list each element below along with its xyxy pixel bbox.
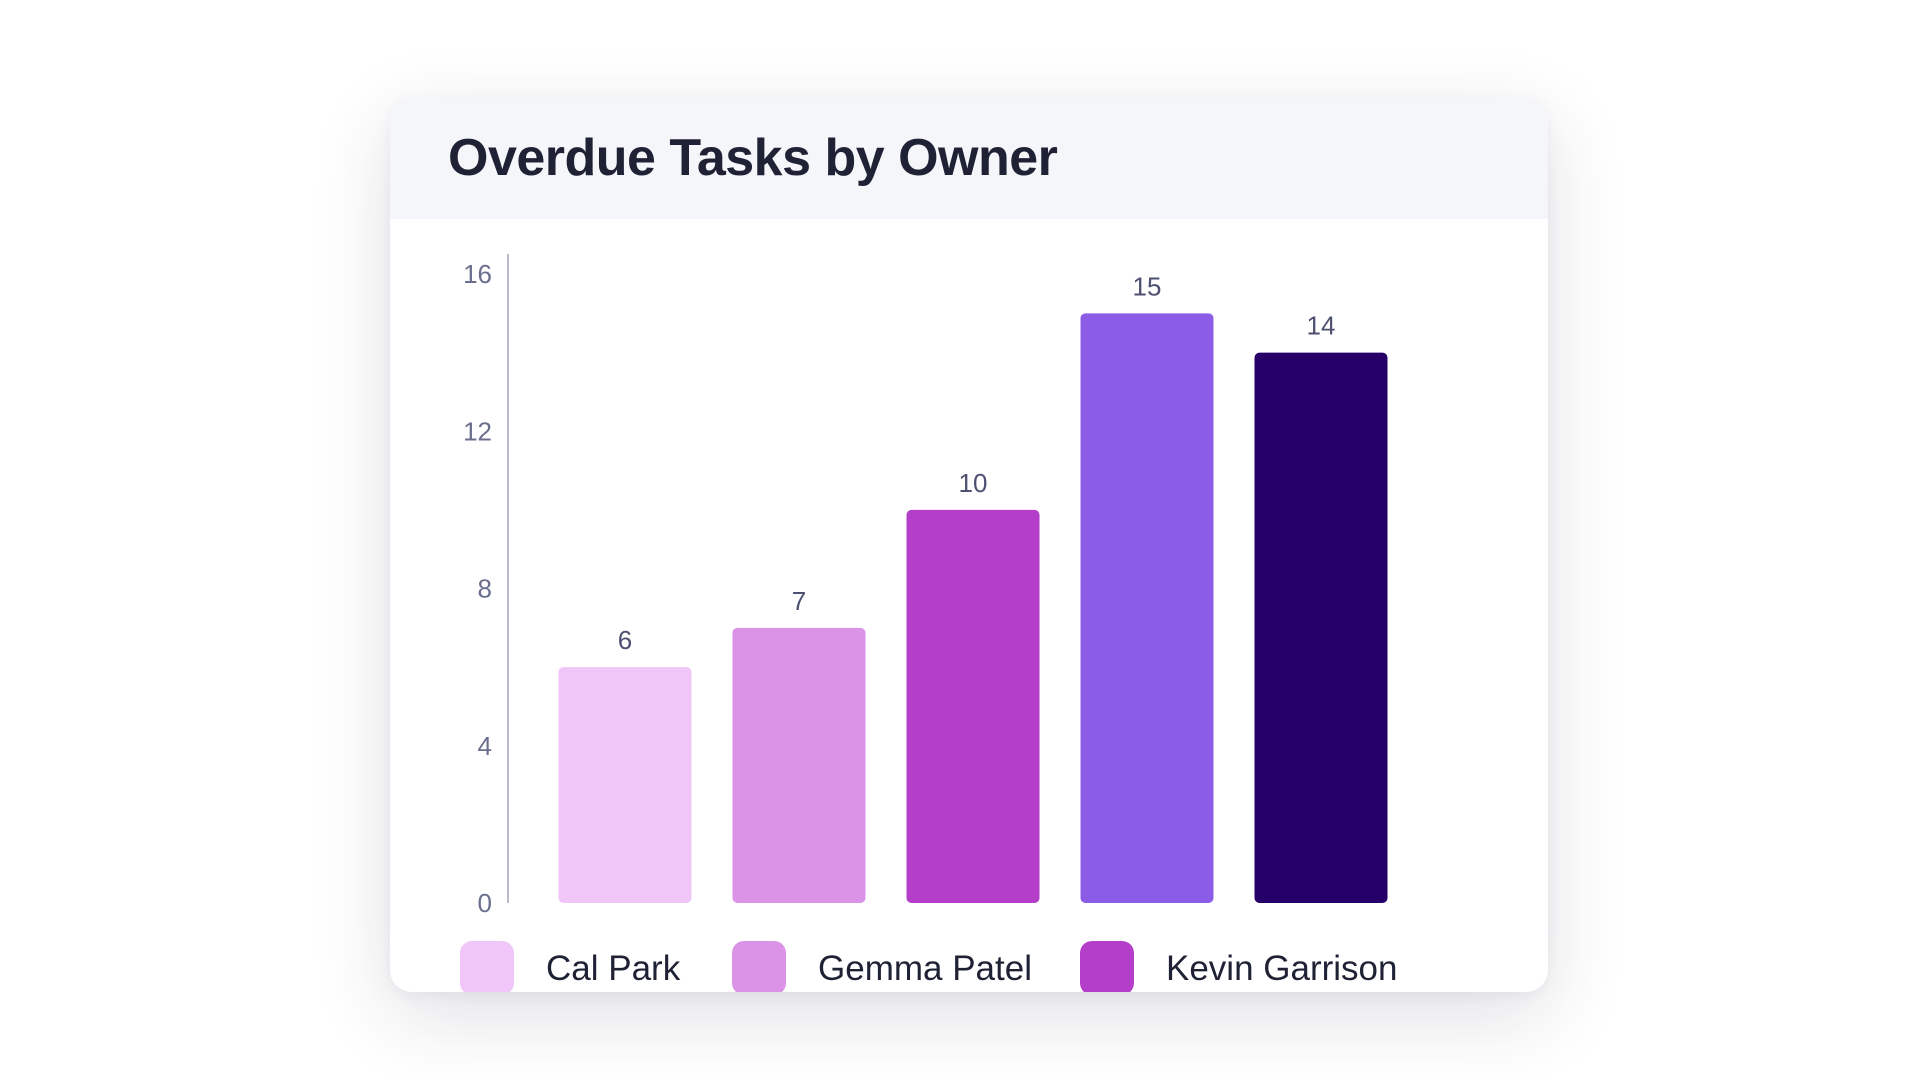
chart-title: Overdue Tasks by Owner [448,129,1058,187]
bar-mohsin-wilkinson [1254,352,1388,903]
value-label-kye-hansen: 15 [1133,271,1162,301]
legend-label-gemma-patel: Gemma Patel [818,949,1032,988]
y-tick-label-8: 8 [478,574,492,604]
bar-chart: 0 4 8 12 16 6 7 10 15 14 Cal Park Gemma Patel Kevin … [460,254,1397,992]
chart-area: 0 4 8 12 16 6 7 10 15 14 Cal Park Gemma Patel Kevin … [390,219,1548,992]
bar-kevin-garrison [906,509,1040,903]
value-label-cal-park: 6 [618,625,632,655]
bar-cal-park [558,667,692,903]
legend-swatch-gemma-patel [732,941,786,992]
chart-card: Overdue Tasks by Owner 0 4 8 12 16 6 7 10 15 14 Ca… [390,97,1548,992]
bar-gemma-patel [732,627,866,903]
legend-swatch-cal-park [460,941,514,992]
value-label-mohsin-wilkinson: 14 [1307,311,1336,341]
legend-label-kevin-garrison: Kevin Garrison [1166,949,1397,988]
legend-label-cal-park: Cal Park [546,949,681,988]
y-tick-label-4: 4 [478,731,492,761]
value-label-kevin-garrison: 10 [959,468,988,498]
y-tick-label-0: 0 [478,888,492,918]
bar-kye-hansen [1080,313,1214,903]
card-header: Overdue Tasks by Owner [390,97,1548,219]
legend-swatch-kevin-garrison [1080,941,1134,992]
value-label-gemma-patel: 7 [792,586,806,616]
y-tick-label-12: 12 [463,416,492,446]
y-tick-label-16: 16 [463,259,492,289]
